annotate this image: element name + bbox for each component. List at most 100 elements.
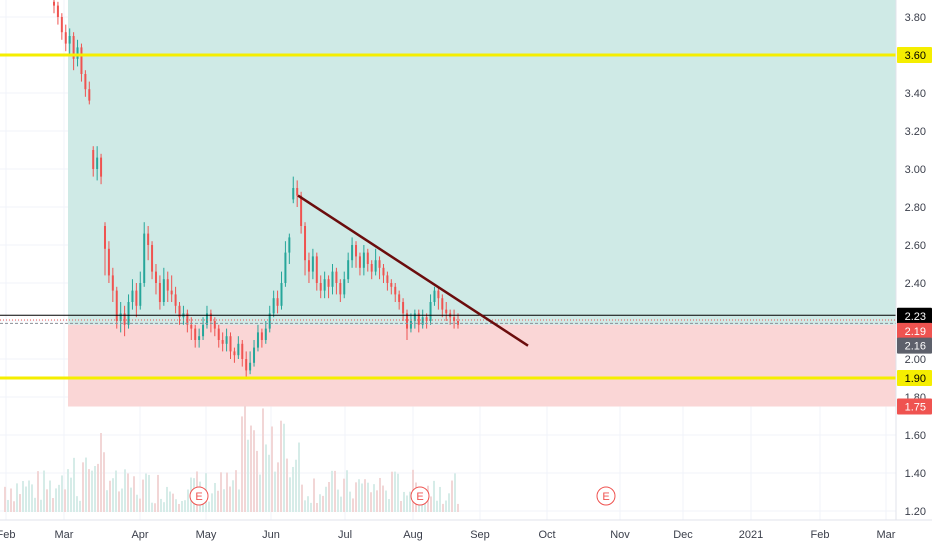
volume-bar [64, 489, 66, 512]
volume-bar [346, 470, 348, 512]
candle-body [288, 237, 291, 253]
earnings-event-label: E [195, 491, 202, 503]
candle-body [186, 313, 189, 325]
volume-bar [349, 491, 351, 512]
volume-bar [439, 486, 441, 512]
candle-body [194, 328, 197, 340]
time-axis-label: Oct [538, 529, 555, 541]
volume-bar [259, 474, 261, 512]
volume-bar [274, 471, 276, 512]
volume-bar [247, 439, 249, 512]
volume-bar [4, 486, 6, 512]
volume-bar [214, 482, 216, 512]
volume-bar [175, 499, 177, 512]
earnings-event-icon[interactable] [596, 486, 616, 506]
candle-body [162, 279, 165, 302]
candle-body [402, 302, 405, 314]
volume-bar [379, 477, 381, 512]
candle-body [178, 305, 181, 318]
time-axis-label: Jul [338, 529, 352, 541]
candle-body [147, 233, 150, 245]
volume-bar [61, 475, 63, 512]
volume-bar [331, 470, 333, 512]
candle-body [327, 279, 330, 287]
volume-bar [448, 493, 450, 512]
trendline[interactable] [297, 194, 529, 347]
volume-bar [118, 491, 120, 512]
volume-bar [34, 497, 36, 512]
candle-body [198, 336, 201, 340]
candle-body [100, 157, 103, 177]
candle-body [406, 313, 409, 329]
volume-bar [250, 425, 252, 512]
candle-body [409, 321, 412, 329]
volume-bar [151, 502, 153, 512]
candle-body [237, 343, 240, 356]
candle-body [319, 283, 322, 291]
volume-bar [91, 470, 93, 512]
volume-bar [442, 503, 444, 512]
volume-bar [67, 469, 69, 512]
volume-bar [388, 499, 390, 512]
volume-bar [394, 471, 396, 512]
candle-body [107, 248, 110, 276]
time-axis-label: Feb [811, 529, 830, 541]
volume-bar [400, 500, 402, 512]
volume-bar [124, 469, 126, 512]
candle-body [225, 336, 228, 344]
price-axis-label: 1.20 [905, 506, 926, 518]
time-axis[interactable] [0, 520, 932, 550]
time-axis-label: 2021 [739, 529, 763, 541]
volume-bar [436, 500, 438, 512]
price-tag-label: 2.19 [905, 326, 926, 338]
volume-bar [361, 483, 363, 512]
volume-bar [367, 482, 369, 512]
candle-body [347, 260, 350, 280]
candle-body [131, 290, 134, 302]
candle-body [390, 283, 393, 287]
candle-body [413, 313, 416, 321]
earnings-event-icon[interactable] [189, 486, 209, 506]
volume-bar [316, 502, 318, 512]
volume-bar [454, 473, 456, 512]
earnings-event-icon[interactable] [410, 486, 430, 506]
candle-body [307, 260, 310, 272]
candle-body [370, 264, 373, 272]
volume-bar [268, 454, 270, 512]
volume-bar [223, 489, 225, 512]
volume-bar [328, 482, 330, 512]
volume-bar [340, 496, 342, 512]
volume-bar [97, 463, 99, 512]
price-axis-label: 2.60 [905, 240, 926, 252]
price-axis[interactable] [896, 0, 932, 550]
price-axis-label: 3.80 [905, 12, 926, 24]
time-axis-label: Feb [0, 529, 15, 541]
volume-bar [172, 493, 174, 512]
volume-bar [106, 490, 108, 512]
volume-bar [73, 457, 75, 512]
candle-body [170, 290, 173, 295]
volume-bar [43, 470, 45, 512]
price-axis-label: 3.00 [905, 164, 926, 176]
profit-zone [68, 0, 896, 325]
volume-bar [232, 480, 234, 512]
candle-body [272, 298, 275, 314]
volume-bar [262, 408, 264, 512]
volume-bar [244, 405, 246, 512]
candle-body [76, 47, 79, 59]
volume-bar [40, 499, 42, 512]
volume-bar [238, 489, 240, 512]
volume-bar [253, 430, 255, 512]
candle-body [241, 343, 244, 359]
candle-body [304, 226, 307, 261]
candle-body [64, 32, 67, 44]
candle-body [362, 252, 365, 268]
volume-bar [46, 489, 48, 512]
volume-bar [22, 480, 24, 512]
volume-bar [217, 490, 219, 512]
time-axis-label: May [196, 529, 217, 541]
candle-body [202, 324, 205, 337]
candle-body [103, 226, 106, 249]
